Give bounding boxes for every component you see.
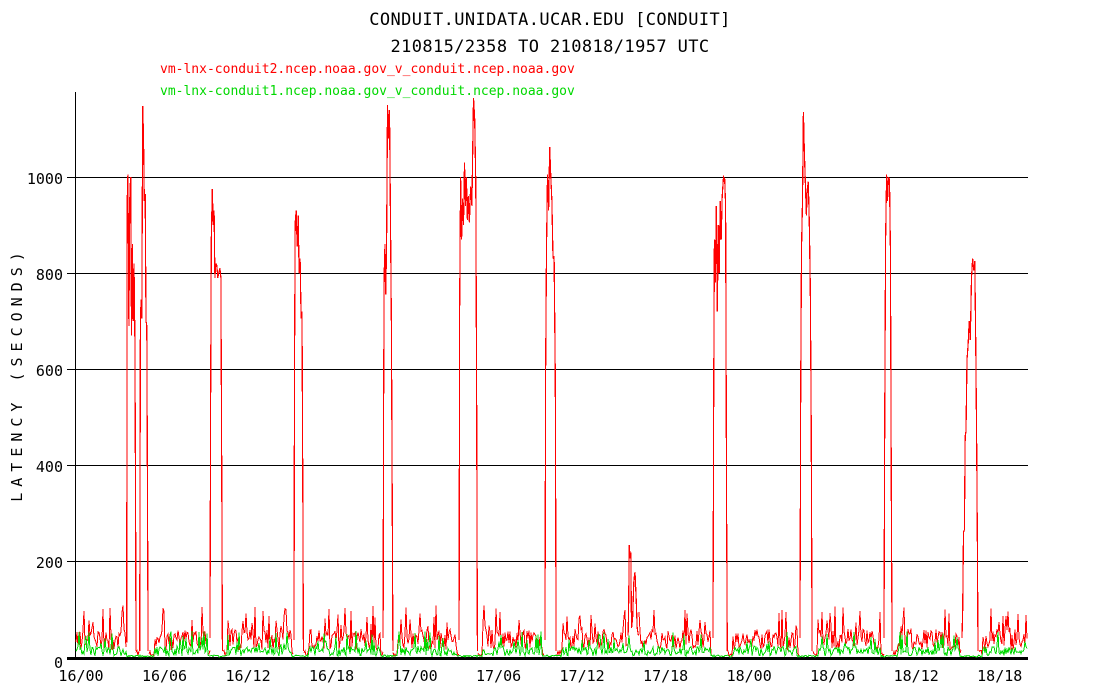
x-tick-label: 17/18 [643,667,689,685]
y-tick-label: 1000 [26,170,63,188]
x-tick-label: 18/18 [977,667,1023,685]
y-tick-label: 800 [35,266,63,284]
legend-entry-conduit2: vm-lnx-conduit2.ncep.noaa.gov_v_conduit.… [160,62,575,77]
y-tick-label: 600 [35,362,63,380]
x-tick-label: 17/12 [559,667,605,685]
x-tick-label: 17/00 [392,667,438,685]
x-tick-label: 18/12 [893,667,939,685]
legend-entry-conduit1: vm-lnx-conduit1.ncep.noaa.gov_v_conduit.… [160,84,575,99]
y-tick-label: 400 [35,458,63,476]
series-conduit2-spikes [126,97,979,652]
y-tick-label: 0 [53,654,63,672]
x-tick-label: 16/06 [141,667,188,685]
x-tick-label: 16/18 [308,667,355,685]
chart-subtitle: 210815/2358 TO 210818/1957 UTC [390,37,710,57]
x-tick-label: 16/12 [225,667,271,685]
y-tick-label: 200 [35,554,63,572]
x-tick-label: 16/00 [58,667,104,685]
chart-title: CONDUIT.UNIDATA.UCAR.EDU [CONDUIT] [369,10,731,30]
x-tick-label: 18/06 [810,667,856,685]
series-conduit1-line [75,631,1028,659]
x-tick-label: 17/06 [476,667,522,685]
x-tick-label: 18/00 [726,667,772,685]
